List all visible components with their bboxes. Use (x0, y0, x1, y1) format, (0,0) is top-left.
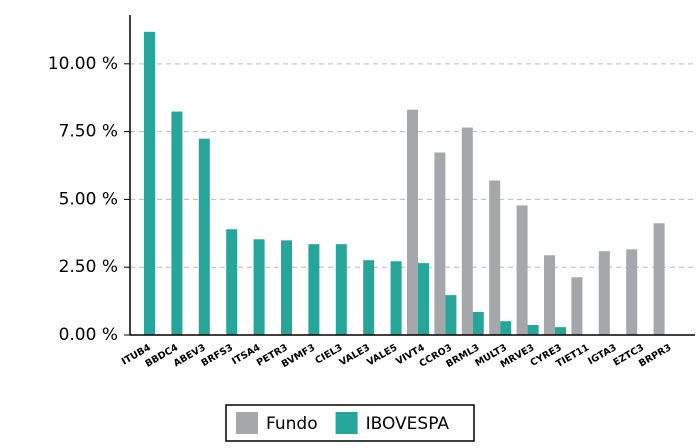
bar (418, 263, 429, 335)
x-tick-label: VALE5 (365, 342, 399, 368)
bar (555, 327, 566, 335)
bar (253, 239, 265, 335)
bar (308, 244, 320, 335)
legend-swatch (335, 412, 358, 434)
y-tick-label: 10.00 % (48, 54, 118, 74)
bar (489, 180, 501, 335)
bar (461, 127, 473, 335)
bar (226, 229, 238, 335)
bar (527, 324, 539, 335)
bar (407, 109, 418, 335)
bar (281, 240, 292, 335)
y-tick-label: 5.00 % (59, 189, 118, 209)
y-tick-label: 2.50 % (59, 257, 118, 277)
legend-label: Fundo (266, 414, 318, 434)
legend-box (225, 404, 475, 442)
bar (653, 223, 665, 335)
bar (472, 311, 484, 335)
bar (500, 321, 512, 335)
bar (144, 31, 155, 335)
legend-label: IBOVESPA (366, 414, 450, 434)
bar (445, 295, 457, 335)
bar (335, 244, 347, 335)
y-tick-label: 0.00 % (59, 325, 118, 345)
bar (626, 249, 638, 335)
bar (390, 261, 402, 335)
bar (171, 111, 183, 335)
bar (198, 138, 210, 335)
x-tick-label: VALE3 (338, 342, 372, 368)
bar (363, 260, 375, 335)
bar (516, 205, 528, 335)
x-tick-label: BRFS3 (200, 342, 235, 369)
bar (434, 152, 446, 335)
bar (544, 255, 555, 335)
y-tick-label: 7.50 % (59, 122, 118, 142)
bar (571, 277, 583, 335)
bar (598, 251, 610, 335)
legend-swatch (236, 412, 258, 434)
